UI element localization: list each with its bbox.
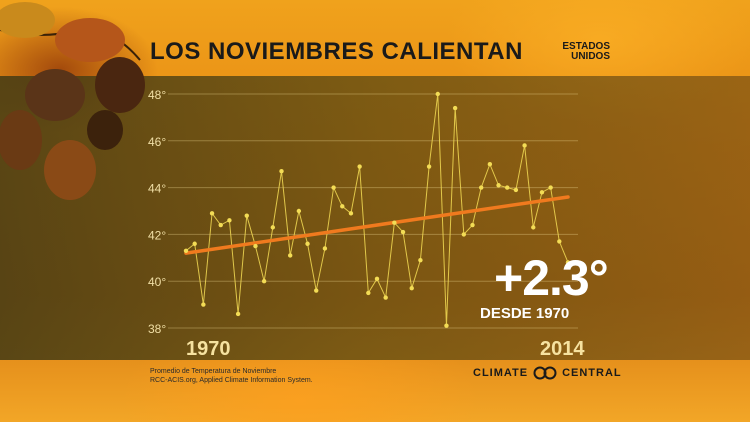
region-label-line1: ESTADOS xyxy=(562,41,610,52)
data-point xyxy=(357,164,362,169)
data-point xyxy=(513,187,519,193)
data-point xyxy=(244,213,249,218)
maple-leaves-icon xyxy=(0,2,145,200)
data-point xyxy=(366,290,371,296)
data-point xyxy=(505,185,510,190)
y-tick-label: 42° xyxy=(148,228,166,242)
region-label: ESTADOS UNIDOS xyxy=(540,42,610,62)
data-point xyxy=(478,185,484,190)
chart-band xyxy=(0,76,750,360)
data-point xyxy=(287,253,293,258)
data-point xyxy=(192,241,197,246)
data-point xyxy=(418,257,423,263)
logo-word-climate: CLIMATE xyxy=(473,367,529,379)
data-point xyxy=(227,218,232,223)
source-line1: Promedio de Temperatura de Noviembre xyxy=(150,368,277,375)
logo-rings-icon xyxy=(533,366,557,380)
data-point xyxy=(218,222,223,228)
logo-word-central: CENTRAL xyxy=(562,367,622,379)
data-point xyxy=(496,183,501,188)
data-point xyxy=(470,222,475,228)
climate-central-logo: CLIMATE CENTRAL xyxy=(473,366,622,380)
data-point xyxy=(209,211,215,216)
y-tick-label: 44° xyxy=(148,182,166,196)
y-tick-label: 48° xyxy=(148,88,166,102)
data-point xyxy=(557,239,562,244)
data-point xyxy=(374,276,380,282)
data-point xyxy=(348,211,354,216)
data-point xyxy=(522,143,527,148)
x-start-label: 1970 xyxy=(186,338,231,360)
data-point xyxy=(426,164,432,169)
data-point xyxy=(392,220,397,225)
warming-value: +2.3° xyxy=(494,250,609,306)
data-point xyxy=(296,208,302,214)
source-note: Promedio de Temperatura de Noviembre RCC… xyxy=(150,367,313,385)
x-end-label: 2014 xyxy=(540,338,585,360)
data-point xyxy=(235,311,241,317)
data-point xyxy=(383,295,388,300)
data-point xyxy=(531,225,536,230)
data-point xyxy=(565,260,571,265)
data-point xyxy=(435,91,440,97)
data-point xyxy=(444,323,449,328)
data-point xyxy=(183,248,189,253)
data-point xyxy=(340,204,345,209)
trend-line xyxy=(184,195,570,255)
data-point xyxy=(548,185,553,190)
region-label-line2: UNIDOS xyxy=(571,51,610,62)
y-tick-label: 38° xyxy=(148,322,166,336)
data-point xyxy=(400,229,406,235)
data-point xyxy=(279,169,284,174)
data-point xyxy=(461,232,467,237)
data-point xyxy=(253,243,258,249)
data-point xyxy=(409,286,414,291)
chart-title: LOS NOVIEMBRES CALIENTAN xyxy=(150,38,523,65)
data-point xyxy=(487,162,493,167)
data-point xyxy=(261,279,267,284)
data-point xyxy=(270,225,276,230)
data-point xyxy=(331,185,336,190)
y-tick-label: 40° xyxy=(148,275,166,289)
data-point xyxy=(305,241,310,246)
y-tick-label: 46° xyxy=(148,135,166,149)
source-line2: RCC-ACIS.org, Applied Climate Informatio… xyxy=(150,377,313,384)
data-point xyxy=(539,190,545,195)
data-point xyxy=(201,302,206,307)
warming-since: DESDE 1970 xyxy=(480,305,570,322)
data-point xyxy=(322,246,328,251)
data-point xyxy=(314,288,319,293)
data-point xyxy=(452,105,458,111)
